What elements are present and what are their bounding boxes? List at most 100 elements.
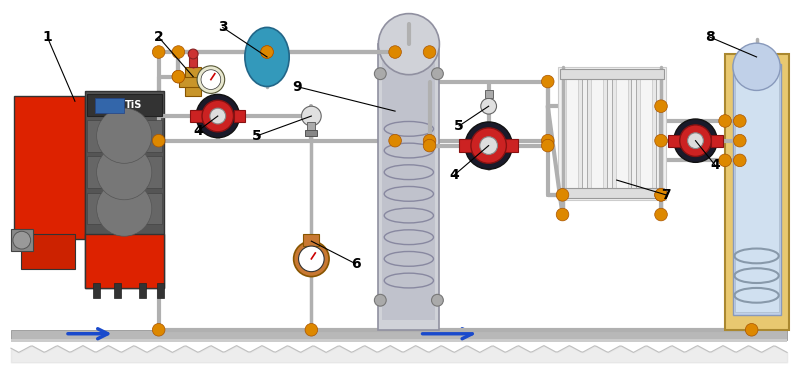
Circle shape — [302, 106, 322, 126]
Text: 7: 7 — [661, 188, 670, 202]
Bar — [485, 90, 493, 98]
Bar — [378, 44, 439, 330]
Text: 4: 4 — [194, 124, 203, 138]
Circle shape — [688, 133, 703, 149]
Bar — [711, 135, 723, 147]
Bar — [505, 139, 518, 152]
Circle shape — [172, 46, 185, 58]
Bar — [735, 66, 779, 312]
Circle shape — [718, 154, 731, 166]
Circle shape — [431, 68, 443, 80]
Circle shape — [680, 125, 711, 157]
Bar — [616, 77, 627, 190]
Bar — [733, 64, 781, 315]
Circle shape — [201, 70, 221, 90]
Circle shape — [389, 46, 402, 58]
Bar — [86, 94, 162, 116]
Circle shape — [172, 70, 185, 83]
Bar — [85, 91, 164, 289]
Circle shape — [261, 46, 274, 58]
Circle shape — [542, 75, 554, 88]
Bar — [558, 67, 666, 200]
Ellipse shape — [245, 27, 289, 87]
Circle shape — [746, 323, 758, 336]
Text: 8: 8 — [706, 30, 715, 44]
Text: TiS: TiS — [126, 100, 142, 110]
Circle shape — [734, 154, 746, 166]
Circle shape — [188, 49, 198, 59]
Circle shape — [734, 134, 746, 147]
Text: 3: 3 — [218, 20, 227, 34]
Bar — [114, 283, 122, 298]
Circle shape — [261, 46, 274, 58]
Circle shape — [674, 119, 717, 162]
Text: 1: 1 — [42, 30, 52, 44]
Bar — [94, 98, 124, 113]
Text: 9: 9 — [292, 80, 302, 94]
Bar — [587, 72, 607, 195]
Bar — [725, 54, 789, 330]
Text: 5: 5 — [252, 129, 262, 143]
Circle shape — [654, 100, 667, 112]
Circle shape — [654, 134, 667, 147]
Circle shape — [542, 134, 554, 147]
Bar — [11, 229, 33, 251]
Circle shape — [423, 46, 436, 58]
Bar — [591, 77, 603, 190]
Circle shape — [210, 108, 226, 124]
Circle shape — [465, 122, 512, 169]
Circle shape — [97, 108, 152, 163]
Circle shape — [542, 139, 554, 152]
Circle shape — [172, 70, 185, 83]
Circle shape — [389, 134, 402, 147]
Circle shape — [152, 46, 165, 58]
Circle shape — [654, 189, 667, 201]
Bar — [612, 72, 631, 195]
Bar — [21, 234, 75, 269]
Circle shape — [471, 128, 506, 163]
Bar — [93, 283, 99, 298]
Circle shape — [294, 241, 329, 277]
Bar — [86, 193, 162, 224]
Circle shape — [196, 94, 239, 138]
Bar — [186, 67, 201, 96]
Bar — [14, 96, 85, 239]
Bar — [306, 130, 318, 136]
Bar — [307, 122, 315, 132]
Bar — [190, 57, 197, 67]
Circle shape — [305, 323, 318, 336]
Circle shape — [718, 115, 731, 127]
Bar — [636, 72, 656, 195]
Circle shape — [13, 231, 30, 249]
Bar — [559, 188, 664, 198]
Bar — [157, 283, 164, 298]
Circle shape — [97, 181, 152, 236]
Circle shape — [97, 145, 152, 200]
Bar — [190, 110, 202, 122]
Bar — [382, 54, 435, 320]
Circle shape — [152, 134, 165, 147]
Text: 4: 4 — [710, 158, 720, 172]
Bar — [566, 77, 578, 190]
Bar — [459, 139, 473, 152]
Circle shape — [481, 98, 497, 114]
Text: 4: 4 — [450, 168, 459, 182]
Circle shape — [202, 100, 234, 132]
Circle shape — [423, 139, 436, 152]
Circle shape — [423, 134, 436, 147]
Text: 2: 2 — [154, 30, 163, 44]
Circle shape — [298, 246, 324, 272]
Bar — [640, 77, 652, 190]
Text: 5: 5 — [454, 119, 464, 133]
Circle shape — [556, 189, 569, 201]
Bar — [11, 339, 787, 342]
Bar — [303, 234, 319, 246]
Bar — [668, 135, 680, 147]
Circle shape — [374, 294, 386, 306]
Circle shape — [480, 137, 498, 154]
Bar — [559, 69, 664, 78]
Bar — [85, 234, 164, 289]
Circle shape — [733, 43, 780, 90]
Circle shape — [374, 68, 386, 80]
Bar — [11, 330, 787, 340]
